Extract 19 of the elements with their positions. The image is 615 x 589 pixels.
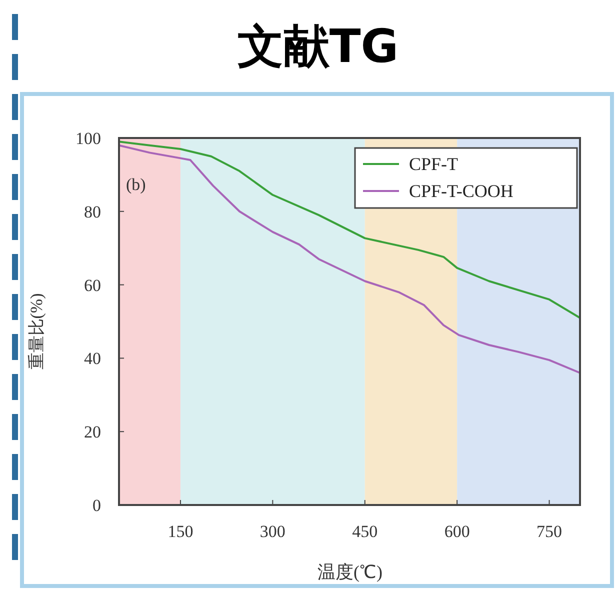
y-tick-label: 0 bbox=[92, 496, 101, 515]
legend-label: CPF-T bbox=[409, 154, 458, 174]
x-tick-label: 300 bbox=[260, 522, 286, 541]
x-axis-title: 温度(℃) bbox=[318, 562, 382, 582]
x-tick-label: 600 bbox=[444, 522, 470, 541]
y-tick-label: 40 bbox=[84, 349, 101, 368]
chart-title: 文献TG bbox=[237, 19, 399, 73]
annotation: (b) bbox=[126, 175, 146, 194]
y-tick-label: 60 bbox=[84, 276, 101, 295]
x-tick-label: 150 bbox=[168, 522, 194, 541]
legend-label: CPF-T-COOH bbox=[409, 181, 514, 201]
line-series bbox=[118, 144, 581, 374]
y-tick-label: 80 bbox=[84, 202, 101, 222]
y-axis-title: 重量比(%) bbox=[27, 293, 46, 370]
line-series bbox=[118, 140, 581, 319]
y-tick-label: 100 bbox=[76, 129, 101, 148]
x-tick-label: 450 bbox=[352, 522, 378, 541]
x-tick-label: 750 bbox=[536, 522, 562, 541]
y-tick-label: 20 bbox=[84, 422, 101, 442]
